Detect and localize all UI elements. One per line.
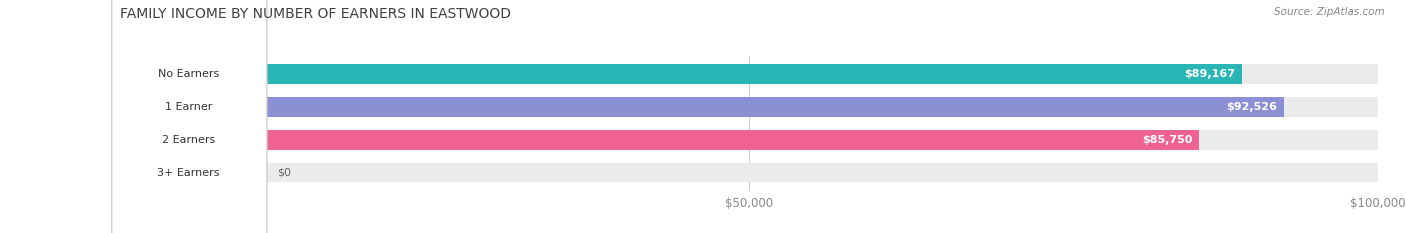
Text: $0: $0 <box>277 168 291 178</box>
Text: $92,526: $92,526 <box>1226 102 1278 112</box>
Text: 2 Earners: 2 Earners <box>162 135 215 145</box>
Text: 3+ Earners: 3+ Earners <box>157 168 219 178</box>
FancyBboxPatch shape <box>112 0 267 233</box>
FancyBboxPatch shape <box>112 0 267 233</box>
Text: $89,167: $89,167 <box>1184 69 1236 79</box>
Bar <box>120 97 1284 116</box>
Text: FAMILY INCOME BY NUMBER OF EARNERS IN EASTWOOD: FAMILY INCOME BY NUMBER OF EARNERS IN EA… <box>120 7 510 21</box>
Bar <box>120 163 1378 182</box>
Bar <box>120 65 1378 84</box>
FancyBboxPatch shape <box>112 0 267 233</box>
Text: $85,750: $85,750 <box>1142 135 1192 145</box>
Bar <box>120 65 1241 84</box>
Bar <box>120 97 1378 116</box>
Bar <box>120 130 1378 150</box>
Text: 1 Earner: 1 Earner <box>165 102 212 112</box>
Bar <box>120 130 1198 150</box>
Text: Source: ZipAtlas.com: Source: ZipAtlas.com <box>1274 7 1385 17</box>
FancyBboxPatch shape <box>112 0 267 233</box>
Text: No Earners: No Earners <box>157 69 219 79</box>
